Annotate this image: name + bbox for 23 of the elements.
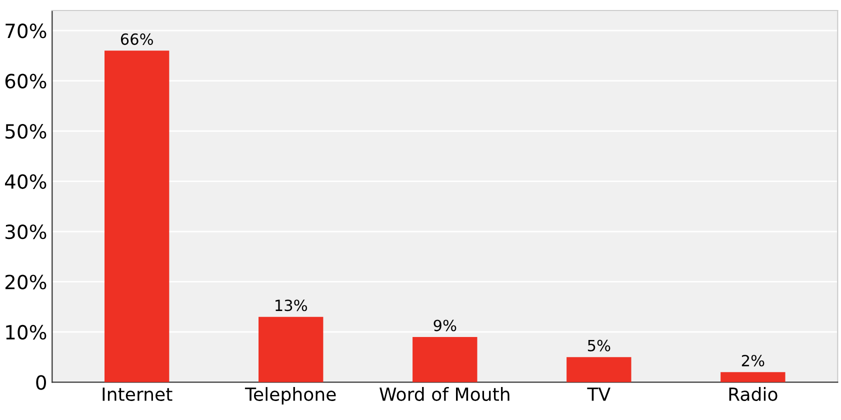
x-tick-label: Word of Mouth: [380, 387, 510, 402]
y-tick-label: 30%: [6, 224, 46, 240]
data-label: 13%: [276, 300, 308, 312]
bar: [412, 336, 478, 382]
x-tick-label: TV: [587, 388, 610, 401]
y-tick-label: 0: [36, 375, 46, 390]
y-tick-label: 50%: [6, 124, 46, 139]
y-tick-label: 20%: [5, 274, 46, 290]
y-tick-label: 40%: [5, 174, 46, 189]
data-label: 66%: [120, 33, 153, 45]
y-tick-label: 70%: [6, 24, 46, 38]
bar: [566, 357, 632, 382]
data-label: 5%: [588, 340, 610, 352]
bar: [258, 316, 324, 382]
bar: [720, 372, 786, 382]
y-tick-label: 10%: [6, 324, 46, 340]
data-label: 2%: [742, 354, 764, 366]
y-tick-label: 60%: [5, 74, 46, 88]
x-tick-label: Radio: [729, 387, 778, 402]
x-tick-label: Telephone: [244, 387, 336, 405]
bar: [104, 50, 170, 382]
x-tick-label: Internet: [102, 388, 172, 402]
data-label: 9%: [434, 320, 456, 332]
